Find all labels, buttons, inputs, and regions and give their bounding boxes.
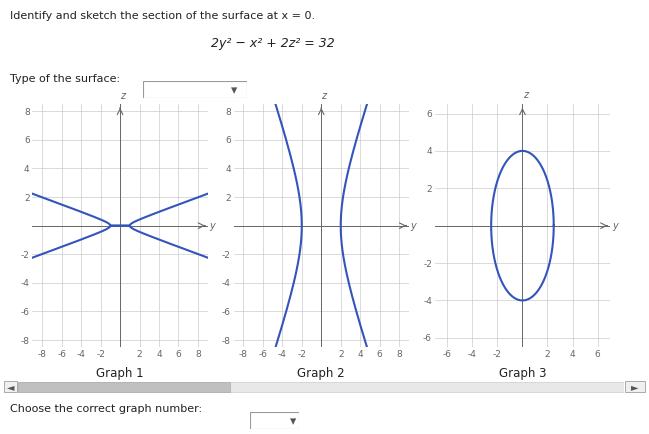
FancyBboxPatch shape <box>4 381 17 392</box>
FancyBboxPatch shape <box>18 382 624 391</box>
Text: Choose the correct graph number:: Choose the correct graph number: <box>10 404 202 414</box>
Text: ▾: ▾ <box>231 84 238 97</box>
Text: y: y <box>410 220 416 231</box>
Text: ►: ► <box>631 381 639 392</box>
Text: 2y² − x² + 2z² = 32: 2y² − x² + 2z² = 32 <box>211 37 334 50</box>
Text: z: z <box>321 91 326 101</box>
FancyBboxPatch shape <box>18 382 230 391</box>
Text: Graph 2: Graph 2 <box>297 367 345 380</box>
FancyBboxPatch shape <box>626 381 644 392</box>
Text: ▾: ▾ <box>289 415 296 428</box>
Text: z: z <box>523 90 528 100</box>
Text: Graph 3: Graph 3 <box>498 367 546 380</box>
Text: z: z <box>120 91 125 101</box>
Text: y: y <box>612 220 618 231</box>
Text: Type of the surface:: Type of the surface: <box>10 74 120 84</box>
Text: ◄: ◄ <box>6 381 14 392</box>
FancyBboxPatch shape <box>250 412 299 429</box>
Text: Graph 1: Graph 1 <box>96 367 144 380</box>
FancyBboxPatch shape <box>143 81 247 98</box>
Text: y: y <box>209 220 215 231</box>
Text: Identify and sketch the section of the surface at x = 0.: Identify and sketch the section of the s… <box>10 11 315 21</box>
